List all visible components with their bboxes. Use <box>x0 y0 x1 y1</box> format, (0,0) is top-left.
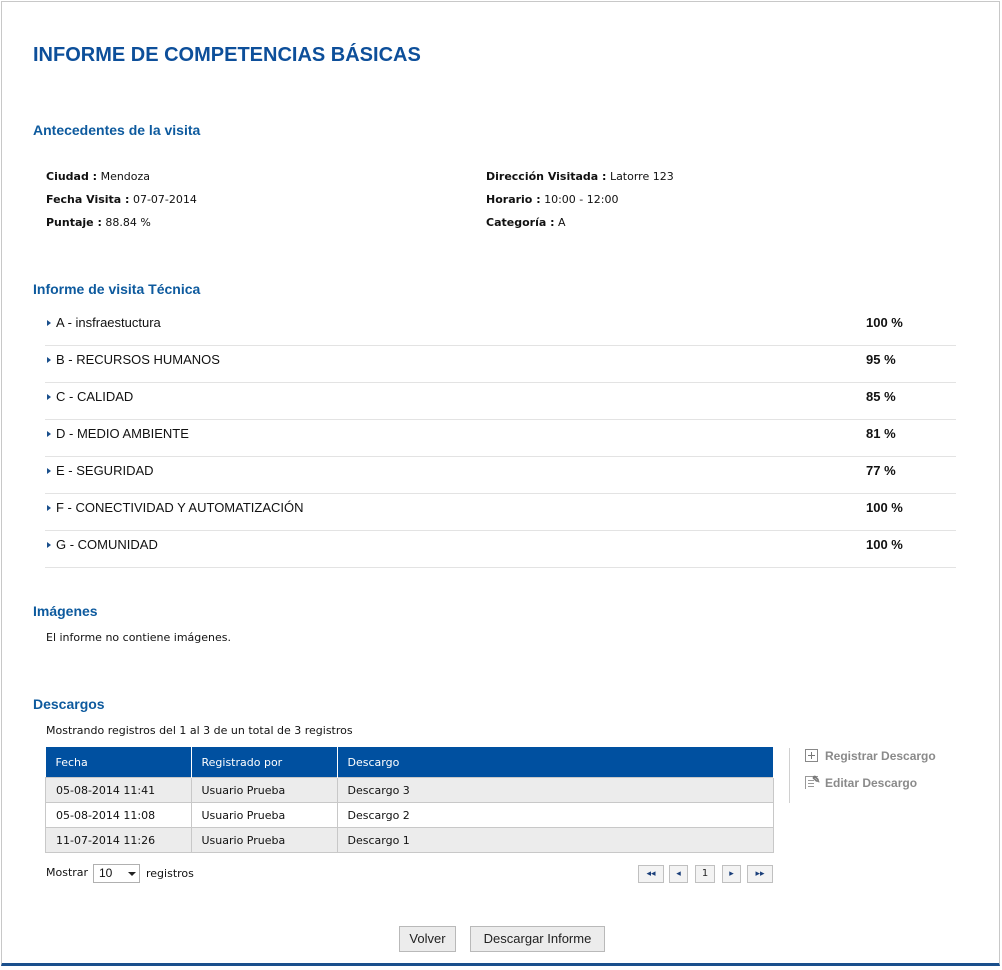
page-size-value: 10 <box>99 866 113 880</box>
direccion-value: Latorre 123 <box>609 170 674 183</box>
puntaje-value: 88.84 % <box>105 216 151 229</box>
horario-label: Horario : <box>486 193 541 206</box>
informe-item-label: C - CALIDAD <box>56 389 134 404</box>
column-header-fecha[interactable]: Fecha <box>45 747 192 778</box>
editar-descargo-label: Editar Descargo <box>825 776 918 790</box>
categoria-field: Categoría : A <box>486 216 566 229</box>
section-descargos-heading: Descargos <box>33 696 105 712</box>
expand-arrow-icon <box>47 394 51 400</box>
ciudad-label: Ciudad : <box>46 170 98 183</box>
informe-item-value: 100 % <box>866 500 903 515</box>
horario-value: 10:00 - 12:00 <box>544 193 619 206</box>
informe-item-value: 100 % <box>866 315 903 330</box>
add-icon <box>805 749 818 762</box>
section-informe-heading: Informe de visita Técnica <box>33 281 201 297</box>
cell-registrado-por: Usuario Prueba <box>190 777 338 803</box>
descargos-table: Fecha Registrado por Descargo 05-08-2014… <box>45 747 774 853</box>
page-size-select[interactable]: 10 <box>93 864 140 883</box>
mostrar-label: Mostrar <box>46 866 89 879</box>
descargar-informe-button[interactable]: Descargar Informe <box>470 926 605 952</box>
expand-arrow-icon <box>47 505 51 511</box>
section-antecedentes-heading: Antecedentes de la visita <box>33 122 201 138</box>
actions-divider <box>789 748 790 803</box>
fecha-visita-value: 07-07-2014 <box>132 193 197 206</box>
horario-field: Horario : 10:00 - 12:00 <box>486 193 618 206</box>
informe-item-label: B - RECURSOS HUMANOS <box>56 352 220 367</box>
informe-item-label: A - insfraestuctura <box>56 315 161 330</box>
cell-descargo: Descargo 1 <box>336 827 774 853</box>
ciudad-value: Mendoza <box>100 170 151 183</box>
expand-arrow-icon <box>47 357 51 363</box>
cell-descargo: Descargo 3 <box>336 777 774 803</box>
column-header-registrado-por[interactable]: Registrado por <box>191 747 338 778</box>
puntaje-field: Puntaje : 88.84 % <box>46 216 151 229</box>
page-title: INFORME DE COMPETENCIAS BÁSICAS <box>33 44 421 66</box>
pagination-prev-button[interactable]: ◂ <box>669 865 688 883</box>
edit-icon <box>805 775 820 789</box>
informe-item-value: 81 % <box>866 426 896 441</box>
descargos-info-text: Mostrando registros del 1 al 3 de un tot… <box>46 724 353 737</box>
puntaje-label: Puntaje : <box>46 216 102 229</box>
fecha-visita-field: Fecha Visita : 07-07-2014 <box>46 193 197 206</box>
expand-arrow-icon <box>47 468 51 474</box>
informe-item[interactable]: G - COMUNIDAD 100 % <box>45 532 956 568</box>
pagination-last-button[interactable]: ▸▸ <box>747 865 773 883</box>
registros-label: registros <box>146 867 194 880</box>
table-row[interactable]: 05-08-2014 11:08 Usuario Prueba Descargo… <box>45 802 774 828</box>
chevron-down-icon <box>128 872 136 876</box>
informe-item[interactable]: E - SEGURIDAD 77 % <box>45 458 956 494</box>
registrar-descargo-button[interactable]: Registrar Descargo <box>805 749 936 763</box>
pagination-first-button[interactable]: ◂◂ <box>638 865 664 883</box>
imagenes-empty-text: El informe no contiene imágenes. <box>46 631 231 644</box>
table-row[interactable]: 11-07-2014 11:26 Usuario Prueba Descargo… <box>45 827 774 853</box>
informe-item-label: F - CONECTIVIDAD Y AUTOMATIZACIÓN <box>56 500 304 515</box>
informe-item-value: 77 % <box>866 463 896 478</box>
expand-arrow-icon <box>47 320 51 326</box>
cell-fecha: 11-07-2014 11:26 <box>45 827 192 853</box>
informe-item-label: E - SEGURIDAD <box>56 463 154 478</box>
editar-descargo-button[interactable]: Editar Descargo <box>805 775 918 790</box>
informe-item-value: 85 % <box>866 389 896 404</box>
categoria-value: A <box>558 216 566 229</box>
informe-item-label: G - COMUNIDAD <box>56 537 158 552</box>
informe-item[interactable]: A - insfraestuctura 100 % <box>45 310 956 346</box>
informe-item[interactable]: C - CALIDAD 85 % <box>45 384 956 420</box>
informe-item-value: 95 % <box>866 352 896 367</box>
expand-arrow-icon <box>47 431 51 437</box>
informe-item-label: D - MEDIO AMBIENTE <box>56 426 189 441</box>
registrar-descargo-label: Registrar Descargo <box>825 749 936 763</box>
cell-registrado-por: Usuario Prueba <box>190 802 338 828</box>
expand-arrow-icon <box>47 542 51 548</box>
informe-item[interactable]: F - CONECTIVIDAD Y AUTOMATIZACIÓN 100 % <box>45 495 956 531</box>
direccion-label: Dirección Visitada : <box>486 170 607 183</box>
cell-fecha: 05-08-2014 11:08 <box>45 802 192 828</box>
informe-item-value: 100 % <box>866 537 903 552</box>
informe-list: A - insfraestuctura 100 % B - RECURSOS H… <box>45 310 956 569</box>
informe-item[interactable]: B - RECURSOS HUMANOS 95 % <box>45 347 956 383</box>
pagination-next-button[interactable]: ▸ <box>722 865 741 883</box>
pagination-page-1[interactable]: 1 <box>695 865 715 883</box>
table-row[interactable]: 05-08-2014 11:41 Usuario Prueba Descargo… <box>45 777 774 803</box>
ciudad-field: Ciudad : Mendoza <box>46 170 150 183</box>
cell-registrado-por: Usuario Prueba <box>190 827 338 853</box>
informe-item[interactable]: D - MEDIO AMBIENTE 81 % <box>45 421 956 457</box>
column-header-descargo[interactable]: Descargo <box>337 747 774 778</box>
section-imagenes-heading: Imágenes <box>33 603 98 619</box>
fecha-visita-label: Fecha Visita : <box>46 193 130 206</box>
direccion-field: Dirección Visitada : Latorre 123 <box>486 170 674 183</box>
volver-button[interactable]: Volver <box>399 926 456 952</box>
categoria-label: Categoría : <box>486 216 555 229</box>
cell-descargo: Descargo 2 <box>336 802 774 828</box>
cell-fecha: 05-08-2014 11:41 <box>45 777 192 803</box>
